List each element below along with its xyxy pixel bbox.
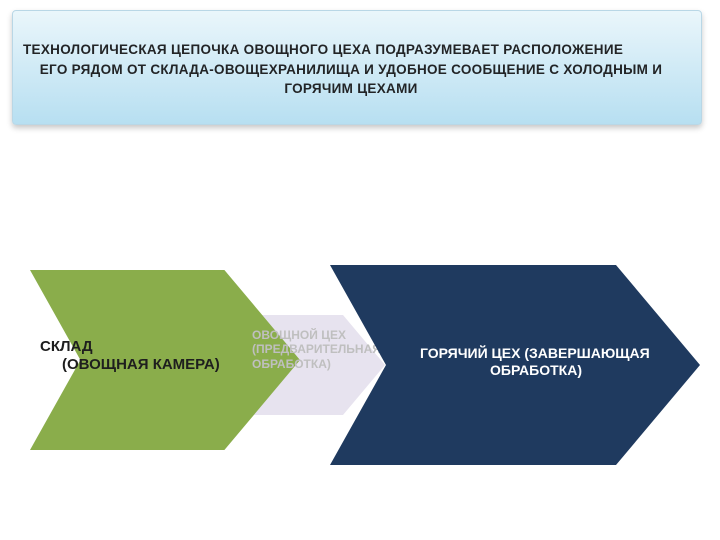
flow-label-hot-shop: ГОРЯЧИЙ ЦЕХ (ЗАВЕРШАЮЩАЯ ОБРАБОТКА) xyxy=(420,345,650,379)
header-line-1: ТЕХНОЛОГИЧЕСКАЯ ЦЕПОЧКА ОВОЩНОГО ЦЕХА ПО… xyxy=(19,41,683,59)
flow-label-warehouse-l2: (ОВОЩНАЯ КАМЕРА) xyxy=(40,356,220,374)
flow-label-warehouse: СКЛАД (ОВОЩНАЯ КАМЕРА) xyxy=(40,338,220,374)
flow-diagram: СКЛАД (ОВОЩНАЯ КАМЕРА) ОВОЩНОЙ ЦЕХ (ПРЕД… xyxy=(30,270,710,470)
flow-label-hot-shop-l1: ГОРЯЧИЙ ЦЕХ (ЗАВЕРШАЮЩАЯ xyxy=(420,345,650,361)
header-line-2: ЕГО РЯДОМ ОТ СКЛАДА-ОВОЩЕХРАНИЛИЩА И УДО… xyxy=(19,61,683,97)
flow-label-hot-shop-l2: ОБРАБОТКА) xyxy=(420,362,650,379)
header-box: ТЕХНОЛОГИЧЕСКАЯ ЦЕПОЧКА ОВОЩНОГО ЦЕХА ПО… xyxy=(12,10,702,125)
flow-label-warehouse-l1: СКЛАД xyxy=(40,338,93,355)
